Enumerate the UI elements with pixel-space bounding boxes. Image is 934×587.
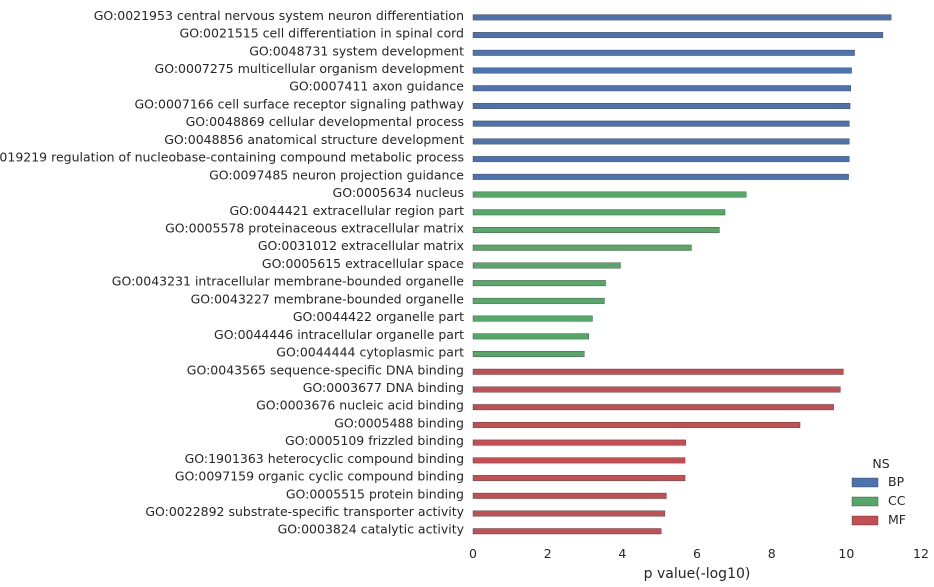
category-label: GO:0005109 frizzled binding bbox=[285, 433, 464, 448]
legend-label-cc: CC bbox=[888, 493, 906, 508]
x-tick-label: 2 bbox=[544, 546, 552, 561]
bar-bp-6 bbox=[472, 120, 850, 127]
bar-cc-19 bbox=[472, 351, 585, 357]
category-label: GO:0031012 extracellular matrix bbox=[258, 238, 464, 253]
bar-bp-0 bbox=[472, 14, 892, 21]
bar-cc-15 bbox=[472, 280, 606, 287]
x-tick-label: 6 bbox=[693, 546, 701, 561]
bar-mf-25 bbox=[472, 457, 686, 464]
category-label: GO:0003676 nucleic acid binding bbox=[256, 398, 464, 413]
x-tick-label: 12 bbox=[913, 546, 929, 561]
bar-mf-23 bbox=[472, 421, 801, 428]
category-label: GO:0003824 catalytic activity bbox=[278, 522, 465, 537]
legend-label-bp: BP bbox=[888, 474, 905, 489]
category-label: GO:0043231 intracellular membrane-bounde… bbox=[112, 274, 465, 289]
x-tick-label: 4 bbox=[618, 546, 626, 561]
category-labels-group: GO:0021953 central nervous system neuron… bbox=[0, 8, 465, 537]
bar-mf-24 bbox=[472, 439, 687, 446]
bar-bp-9 bbox=[472, 173, 849, 180]
legend-label-mf: MF bbox=[888, 512, 906, 527]
category-label: GO:0005634 nucleus bbox=[333, 185, 464, 200]
category-label: GO:0021953 central nervous system neuron… bbox=[94, 8, 464, 23]
bar-bp-1 bbox=[472, 32, 884, 39]
x-tick-label: 8 bbox=[768, 546, 776, 561]
category-label: GO:0007275 multicellular organism develo… bbox=[155, 61, 465, 76]
bar-bp-2 bbox=[472, 49, 855, 56]
category-label: GO:0044421 extracellular region part bbox=[229, 203, 464, 218]
category-label: GO:0048856 anatomical structure developm… bbox=[164, 132, 464, 147]
category-label: GO:0043227 membrane-bounded organelle bbox=[191, 291, 465, 306]
bar-bp-5 bbox=[472, 103, 851, 109]
category-label: GO:0048869 cellular developmental proces… bbox=[186, 114, 464, 129]
bar-mf-20 bbox=[472, 368, 844, 375]
bar-mf-27 bbox=[472, 492, 667, 499]
category-label: GO:0044444 cytoplasmic part bbox=[276, 345, 464, 360]
bar-bp-4 bbox=[472, 85, 852, 92]
category-label: GO:0097485 neuron projection guidance bbox=[209, 167, 464, 182]
bar-bp-7 bbox=[472, 138, 850, 145]
bar-bp-8 bbox=[472, 156, 850, 163]
bar-mf-29 bbox=[472, 528, 662, 535]
category-label: GO:0043565 sequence-specific DNA binding bbox=[187, 362, 464, 377]
category-label: GO:0003677 DNA binding bbox=[303, 380, 464, 395]
x-tick-label: 0 bbox=[469, 546, 477, 561]
category-label: GO:0044446 intracellular organelle part bbox=[214, 327, 464, 342]
legend-swatch-bp bbox=[851, 477, 879, 488]
x-axis-title: p value(-log10) bbox=[644, 566, 751, 582]
bar-cc-10 bbox=[472, 191, 747, 198]
category-label: GO:0044422 organelle part bbox=[293, 309, 464, 324]
x-ticks-group: 0 2 4 6 8 10 12 bbox=[469, 546, 929, 561]
bar-mf-26 bbox=[472, 475, 686, 482]
category-label: GO:0021515 cell differentiation in spina… bbox=[180, 26, 464, 41]
legend-title: NS bbox=[872, 456, 889, 471]
legend-swatch-cc bbox=[851, 496, 879, 507]
bar-bp-3 bbox=[472, 67, 852, 74]
bar-cc-11 bbox=[472, 209, 726, 216]
category-label: GO:1901363 heterocyclic compound binding bbox=[185, 451, 464, 466]
category-label: GO:0005578 proteinaceous extracellular m… bbox=[165, 221, 464, 236]
category-label: GO:0005515 protein binding bbox=[286, 486, 464, 501]
bar-cc-13 bbox=[472, 244, 692, 251]
bar-mf-28 bbox=[472, 510, 666, 517]
bar-cc-16 bbox=[472, 297, 605, 304]
bar-mf-21 bbox=[472, 386, 841, 393]
x-tick-label: 10 bbox=[838, 546, 854, 561]
category-label: GO:0019219 regulation of nucleobase-cont… bbox=[0, 150, 464, 165]
category-label: GO:0022892 substrate-specific transporte… bbox=[145, 504, 464, 519]
category-label: GO:0005615 extracellular space bbox=[262, 256, 464, 271]
category-label: GO:0048731 system development bbox=[249, 43, 464, 58]
bar-cc-18 bbox=[472, 333, 589, 340]
bar-cc-17 bbox=[472, 315, 593, 322]
bar-mf-22 bbox=[472, 404, 834, 411]
legend: NS BP CC MF bbox=[851, 456, 906, 527]
bars-group bbox=[472, 14, 892, 535]
category-label: GO:0097159 organic cyclic compound bindi… bbox=[175, 469, 464, 484]
bar-cc-12 bbox=[472, 227, 720, 233]
category-label: GO:0005488 binding bbox=[334, 415, 464, 430]
category-label: GO:0007411 axon guidance bbox=[289, 79, 464, 94]
category-label: GO:0007166 cell surface receptor signali… bbox=[134, 96, 464, 111]
bar-cc-14 bbox=[472, 262, 621, 269]
legend-swatch-mf bbox=[851, 515, 879, 526]
